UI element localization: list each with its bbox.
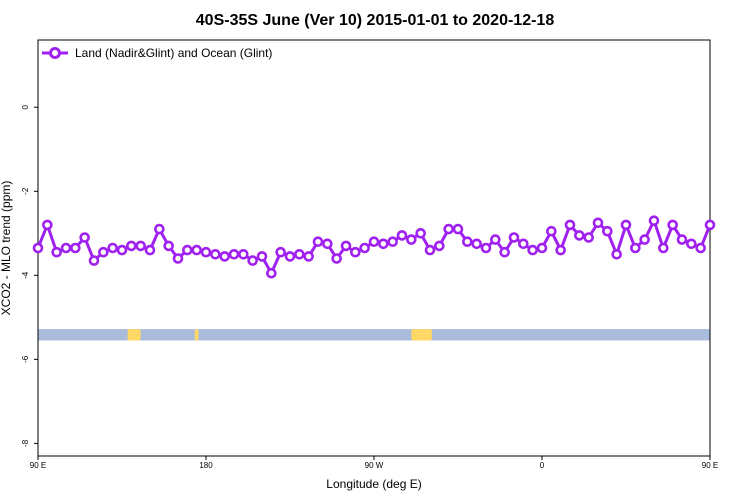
land-segment	[194, 329, 199, 341]
data-point	[32, 242, 44, 254]
data-point	[219, 251, 230, 262]
data-point	[266, 267, 277, 279]
data-point	[611, 249, 622, 260]
y-tick-label: 0	[21, 104, 30, 109]
data-point	[639, 234, 650, 245]
data-point	[648, 215, 660, 226]
data-point	[387, 236, 398, 247]
data-point	[574, 230, 585, 241]
data-point	[378, 238, 389, 250]
data-point	[126, 240, 137, 252]
x-tick-label: 180	[199, 461, 213, 470]
data-point	[443, 223, 454, 235]
data-point	[452, 223, 464, 235]
data-point	[490, 234, 501, 245]
y-axis-label: XCO2 - MLO trend (ppm)	[0, 181, 13, 316]
legend-marker	[49, 47, 61, 59]
data-point	[163, 240, 174, 252]
data-point	[518, 238, 529, 250]
data-point	[555, 244, 566, 256]
data-point	[144, 244, 156, 256]
data-point	[480, 242, 492, 254]
data-point	[322, 238, 333, 250]
x-axis: 90 E 180 90 W 0 90 E	[30, 456, 718, 470]
data-point	[471, 238, 482, 250]
land-ocean-band	[38, 329, 710, 341]
data-point	[667, 219, 678, 231]
data-point	[284, 251, 296, 262]
data-point	[182, 244, 193, 256]
data-point	[499, 246, 510, 258]
y-tick-label: -2	[21, 187, 30, 195]
data-point	[508, 232, 520, 243]
data-point	[107, 242, 118, 254]
data-point	[620, 219, 632, 231]
data-point	[462, 236, 473, 247]
data-point	[331, 253, 342, 264]
data-point	[210, 249, 221, 260]
data-point	[60, 242, 72, 254]
data-point	[695, 242, 706, 254]
land-segment	[411, 329, 432, 341]
data-point	[294, 249, 305, 260]
data-point	[686, 238, 697, 250]
data-point	[172, 253, 184, 264]
data-point	[200, 246, 212, 258]
data-point	[98, 246, 109, 258]
data-point	[527, 244, 538, 256]
legend: Land (Nadir&Glint) and Ocean (Glint)	[42, 46, 272, 60]
data-point	[424, 244, 436, 256]
data-point	[247, 255, 258, 266]
x-tick-label: 90 E	[702, 461, 718, 470]
data-point	[592, 217, 604, 229]
x-tick-label: 0	[540, 461, 545, 470]
data-point	[350, 246, 361, 258]
data-point	[434, 240, 445, 252]
y-tick-label: -4	[21, 271, 30, 279]
legend-label: Land (Nadir&Glint) and Ocean (Glint)	[75, 46, 272, 60]
data-point	[256, 251, 268, 262]
ocean-band	[38, 329, 710, 341]
data-point	[275, 246, 286, 258]
data-point	[154, 223, 165, 235]
data-point	[303, 251, 314, 262]
data-point	[676, 234, 688, 245]
data-point	[79, 232, 90, 243]
data-point	[135, 240, 146, 252]
data-point	[602, 225, 613, 237]
data-point	[51, 246, 62, 258]
data-point	[359, 242, 370, 254]
chart-title: 40S-35S June (Ver 10) 2015-01-01 to 2020…	[196, 12, 555, 29]
data-point	[70, 242, 81, 254]
land-segment	[127, 329, 141, 341]
y-tick-label: -8	[21, 439, 30, 447]
data-point	[564, 219, 576, 231]
data-point	[658, 242, 669, 254]
data-point	[415, 227, 426, 239]
data-point	[312, 236, 324, 247]
data-point	[88, 255, 100, 266]
series-points	[32, 215, 716, 279]
y-tick-label: -6	[21, 355, 30, 363]
data-point	[536, 242, 548, 254]
x-axis-label: Longitude (deg E)	[326, 477, 421, 491]
data-point	[42, 219, 53, 231]
data-point	[396, 230, 408, 241]
data-point	[228, 249, 240, 260]
x-tick-label: 90 E	[30, 461, 46, 470]
data-point	[238, 249, 249, 260]
y-axis: 0 -2 -4 -6 -8	[21, 104, 38, 447]
data-point	[704, 219, 716, 231]
data-point	[191, 244, 202, 256]
data-point	[116, 244, 128, 256]
data-point	[406, 234, 417, 245]
data-point	[630, 242, 641, 254]
data-point	[546, 225, 557, 237]
data-point	[583, 232, 594, 243]
data-point	[340, 240, 352, 252]
data-point	[368, 236, 380, 247]
x-tick-label: 90 W	[365, 461, 384, 470]
